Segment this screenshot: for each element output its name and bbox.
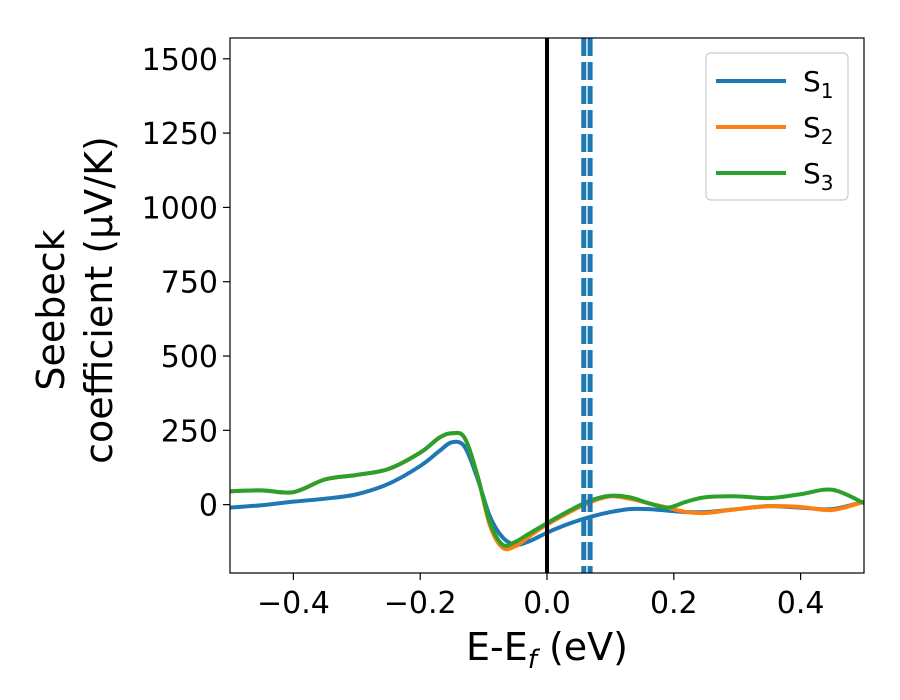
y-tick-label: 750 bbox=[161, 266, 218, 301]
x-axis-label: E-Ef (eV) bbox=[466, 625, 628, 675]
y-axis-label-line1: Seebeck bbox=[29, 229, 73, 390]
x-tick-label: 0.2 bbox=[650, 586, 698, 621]
y-axis-label-line2: coefficient (μV/K) bbox=[77, 136, 121, 464]
x-tick-label: 0.0 bbox=[523, 586, 571, 621]
x-tick-label: −0.2 bbox=[384, 586, 457, 621]
y-tick-label: 1500 bbox=[142, 43, 218, 78]
y-tick-label: 0 bbox=[199, 489, 218, 524]
plot-area bbox=[230, 38, 864, 573]
x-axis-label-main: E-E bbox=[466, 625, 528, 669]
legend-label-s1: S1 bbox=[803, 65, 834, 103]
y-tick-label: 500 bbox=[161, 340, 218, 375]
y-tick-label: 250 bbox=[161, 414, 218, 449]
y-tick-label: 1000 bbox=[142, 191, 218, 226]
series-line-s3 bbox=[230, 430, 864, 548]
x-tick-label: −0.4 bbox=[257, 586, 330, 621]
x-axis-label-unit: (eV) bbox=[537, 625, 628, 669]
axes: −0.4 −0.2 0.0 0.2 0.4 0 250 500 750 1000 1250 1500 bbox=[142, 37, 865, 621]
y-axis-label: Seebeck coefficient (μV/K) bbox=[29, 136, 121, 464]
legend-label-s2: S2 bbox=[803, 111, 834, 149]
legend-label-s3: S3 bbox=[803, 157, 834, 195]
y-tick-label: 1250 bbox=[142, 117, 218, 152]
legend: S1 S2 S3 bbox=[705, 52, 849, 201]
plot-series-group bbox=[230, 38, 864, 573]
x-tick-label: 0.4 bbox=[777, 586, 825, 621]
